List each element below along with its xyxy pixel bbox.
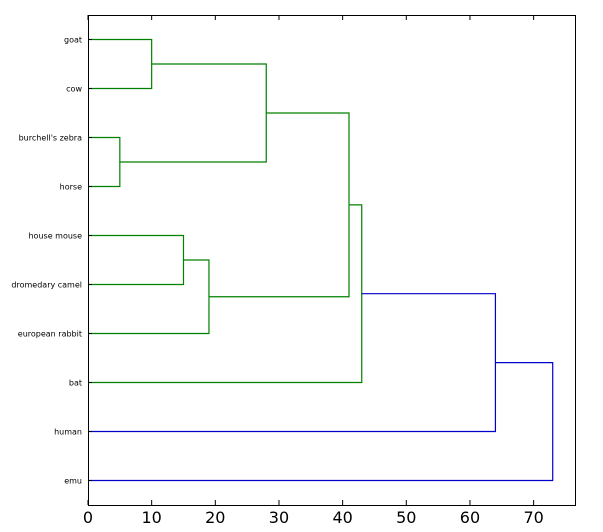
x-tick-label: 40 — [332, 508, 352, 527]
dendrogram-link — [88, 234, 185, 286]
leaf-label: house mouse — [28, 232, 82, 241]
dendrogram-link — [88, 293, 497, 433]
x-tick-label: 10 — [141, 508, 161, 527]
x-axis: 0 10 20 30 40 50 60 70 — [83, 15, 544, 527]
leaf-label: bat — [69, 379, 82, 388]
x-tick-label: 60 — [460, 508, 480, 527]
leaf-label: european rabbit — [18, 330, 82, 339]
dendrogram-link — [88, 361, 554, 482]
leaf-label: burchell's zebra — [19, 134, 82, 143]
leaf-label: human — [54, 428, 82, 437]
leaf-label: dromedary camel — [11, 281, 82, 290]
x-tick-label: 30 — [269, 508, 289, 527]
x-tick-label: 50 — [396, 508, 416, 527]
leaf-label: cow — [66, 85, 82, 94]
leaf-label: horse — [60, 183, 82, 192]
x-tick-label: 70 — [523, 508, 543, 527]
dendrogram-link — [88, 136, 121, 188]
dendrogram-link — [119, 63, 267, 163]
leaf-label: emu — [64, 477, 82, 486]
x-tick-label: 0 — [83, 508, 93, 527]
dendrogram-link — [88, 204, 363, 384]
dendrogram-link — [208, 112, 350, 298]
x-tick-label: 20 — [205, 508, 225, 527]
leaf-labels: goat cow burchell's zebra horse house mouse d… — [11, 36, 92, 486]
leaf-label: goat — [64, 36, 82, 45]
dendrogram-link — [88, 259, 210, 335]
dendrogram-links — [88, 38, 554, 482]
dendrogram-link — [88, 38, 153, 90]
plot-frame — [88, 15, 576, 506]
